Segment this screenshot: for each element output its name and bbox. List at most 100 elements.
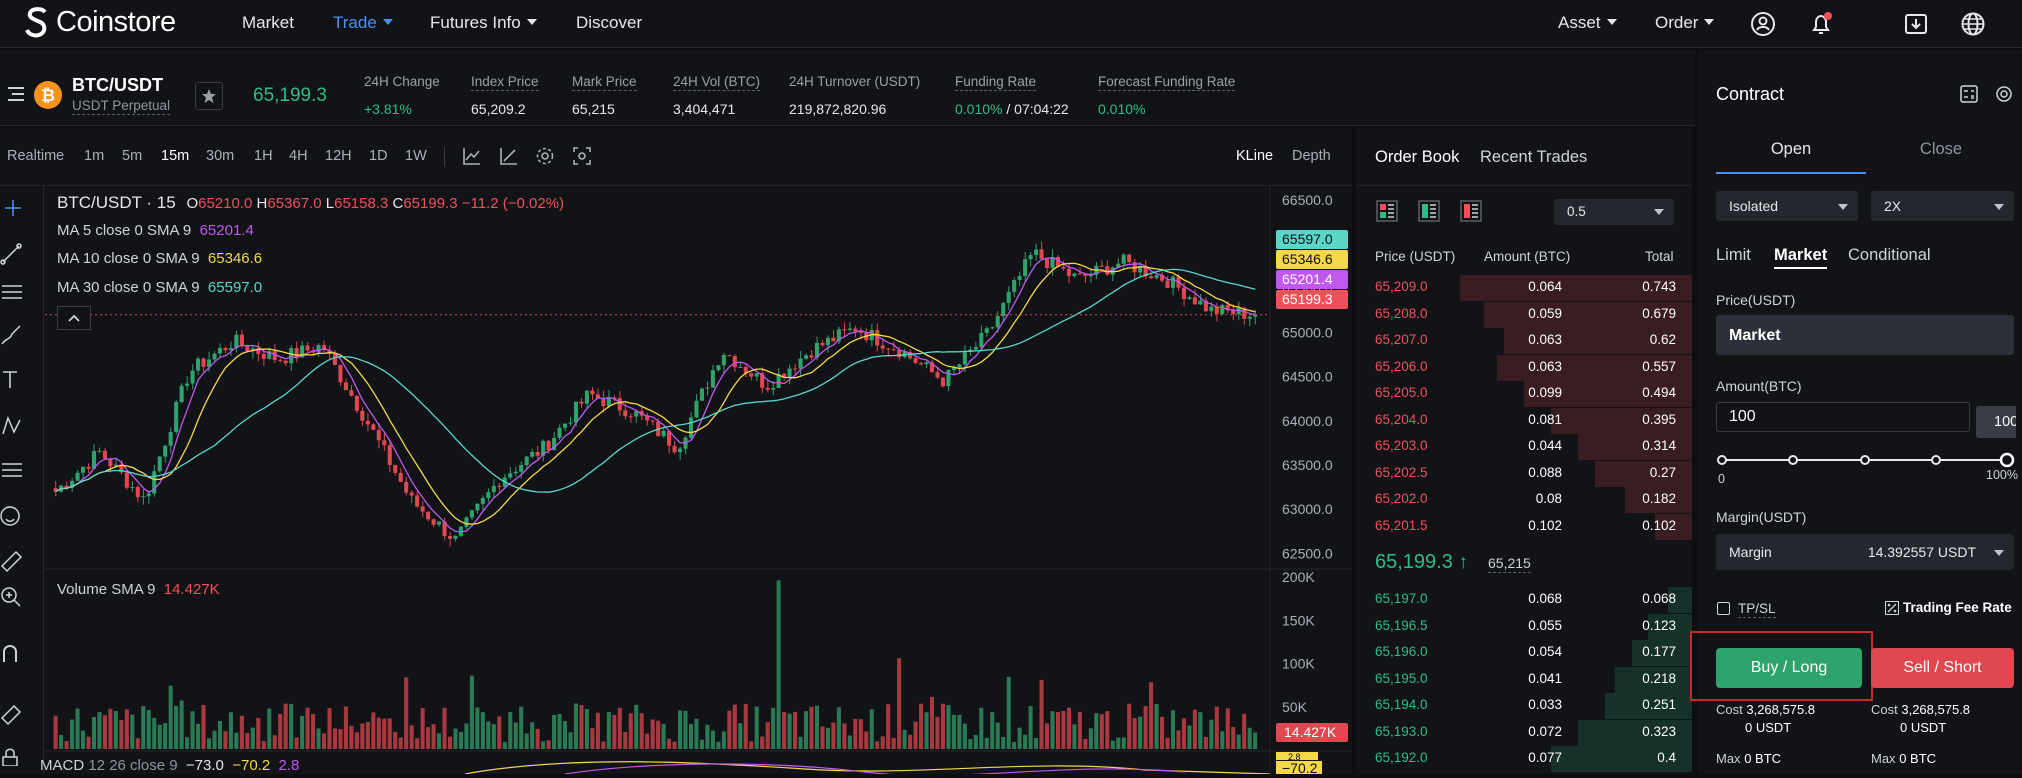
bid-row[interactable]: 65,195.0 0.041 0.218 [1356,666,1692,693]
bid-row[interactable]: 65,192.0 0.077 0.4 [1356,746,1692,772]
precision-select[interactable]: 0.5 [1554,199,1674,225]
both-sides-icon[interactable] [1376,200,1398,222]
timeframe-1d[interactable]: 1D [369,148,388,164]
margin-select[interactable]: Margin 14.392557 USDT [1716,534,2014,570]
candle [1247,316,1252,319]
volume-bar [946,705,951,749]
tab-order-book[interactable]: Order Book [1375,148,1460,166]
bid-row[interactable]: 65,194.0 0.033 0.251 [1356,693,1692,719]
menu-icon[interactable] [7,86,25,102]
asks-only-icon[interactable] [1460,200,1482,222]
amount-slider[interactable] [1712,452,2017,468]
bid-row[interactable]: 65,197.0 0.068 0.068 [1356,587,1692,613]
volume-bar [541,741,546,749]
user-icon[interactable] [1750,11,1776,37]
bids-only-icon[interactable] [1418,200,1440,222]
bid-row[interactable]: 65,196.5 0.055 0.123 [1356,613,1692,640]
download-icon[interactable] [1903,11,1929,37]
ask-row[interactable]: 65,208.0 0.059 0.679 [1356,301,1692,328]
timeframe-15m[interactable]: 15m [161,148,190,164]
timeframe-5m[interactable]: 5m [122,148,143,164]
timeframe-4h[interactable]: 4H [289,148,308,164]
order-price: 65,205.0 [1375,385,1428,400]
volume-bar [562,721,568,749]
candle [354,395,359,411]
draw-line-icon[interactable] [499,146,519,166]
price-tag [1276,230,1348,249]
bid-row[interactable]: 65,193.0 0.072 0.323 [1356,719,1692,746]
order-type-conditional[interactable]: Conditional [1848,246,1931,264]
timeframe-1w[interactable]: 1W [405,148,427,164]
nav-trade[interactable]: Trade [333,13,393,33]
ask-row[interactable]: 65,204.0 0.081 0.395 [1356,407,1692,434]
candle [760,373,765,388]
ask-row[interactable]: 65,209.0 0.064 0.743 [1356,275,1692,301]
price-tick: 66500.0 [1282,192,1333,208]
candle [825,337,830,346]
tab-recent-trades[interactable]: Recent Trades [1480,148,1588,166]
volume-bar [206,738,212,749]
tpsl-checkbox[interactable] [1717,602,1730,615]
indicator-icon[interactable] [462,146,482,166]
ask-row[interactable]: 65,205.0 0.099 0.494 [1356,381,1692,407]
trading-fee-link[interactable]: Trading Fee Rate [1903,600,2012,615]
leverage-select[interactable]: 2X [1871,191,2014,221]
stat-label: Index Price [471,74,539,91]
volume-bar [1203,736,1208,749]
nav-discover[interactable]: Discover [576,13,643,32]
candle [387,445,392,465]
price-field[interactable]: Market [1716,315,2014,355]
volume-bar [984,737,989,749]
ask-row[interactable]: 65,206.0 0.063 0.557 [1356,354,1692,381]
collapse-legend-button[interactable] [57,306,91,330]
order-type-market[interactable]: Market [1774,246,1828,269]
nav-futures-info[interactable]: Futures Info [430,13,537,33]
screenshot-icon[interactable] [572,146,592,166]
ask-row[interactable]: 65,203.0 0.044 0.314 [1356,434,1692,460]
view-kline[interactable]: KLine [1236,148,1274,164]
margin-mode-select[interactable]: Isolated [1716,191,1858,221]
kline-chart[interactable]: 66500.066000.065500.065000.064500.064000… [45,186,1352,777]
calculator-icon[interactable] [1960,85,1978,103]
timeframe-realtime[interactable]: Realtime [7,148,65,164]
tab-close[interactable]: Close [1919,140,1963,158]
nav-market[interactable]: Market [242,13,294,32]
nav-order[interactable]: Order [1655,13,1715,33]
settings-icon[interactable] [1995,85,2013,103]
timeframe-1h[interactable]: 1H [254,148,273,164]
candle [190,370,195,384]
ask-row[interactable]: 65,202.0 0.08 0.182 [1356,487,1692,513]
candle [1231,310,1236,315]
ask-row[interactable]: 65,202.5 0.088 0.27 [1356,460,1692,487]
bid-row[interactable]: 65,196.0 0.054 0.177 [1356,640,1692,666]
candle [53,488,58,492]
candle [250,348,255,352]
sell-short-button[interactable]: Sell / Short [1871,648,2014,688]
coinstore-logo[interactable]: Coinstore [24,5,176,39]
timeframe-12h[interactable]: 12H [325,148,352,164]
order-type-limit[interactable]: Limit [1716,246,1751,264]
timeframe-30m[interactable]: 30m [206,148,235,164]
volume-bar [113,711,118,749]
buy-long-button[interactable]: Buy / Long [1716,648,1862,688]
bell-icon[interactable] [1808,11,1834,37]
volume-bar [1001,736,1006,749]
volume-bar [338,729,343,749]
nav-asset[interactable]: Asset [1558,13,1617,33]
candle [1012,280,1017,292]
candle [70,480,75,488]
globe-icon[interactable] [1960,11,1986,37]
tab-open[interactable]: Open [1716,140,1866,174]
amount-input[interactable]: 100 [1716,402,1970,432]
view-depth[interactable]: Depth [1292,148,1331,164]
ask-row[interactable]: 65,207.0 0.063 0.62 [1356,328,1692,354]
volume-bar [842,723,847,749]
volume-bar [163,723,168,749]
favorite-button[interactable] [195,82,223,110]
ask-row[interactable]: 65,201.5 0.102 0.102 [1356,513,1692,540]
gear-icon[interactable] [535,146,555,166]
stat-label: Funding Rate [955,74,1037,91]
symbol-name[interactable]: BTC/USDT [72,75,163,95]
volume-bar [886,704,891,749]
timeframe-1m[interactable]: 1m [84,148,105,164]
